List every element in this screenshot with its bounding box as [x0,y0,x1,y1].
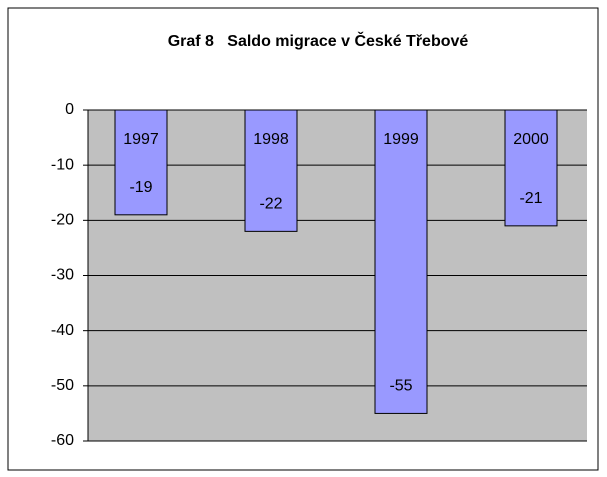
y-tick-label: -50 [51,377,74,394]
y-tick-label: -10 [51,156,74,173]
y-tick-label: -20 [51,212,74,229]
y-tick-label: -30 [51,267,74,284]
bar [374,109,428,414]
y-tick-label: -60 [51,432,74,449]
category-label: 1999 [383,131,419,148]
category-label: 2000 [513,131,549,148]
category-label: 1997 [123,131,159,148]
data-label: -19 [129,179,152,196]
category-label: 1998 [253,131,289,148]
data-label: -22 [259,196,282,213]
data-label: -55 [389,378,412,395]
bar [504,109,558,227]
bar [244,109,298,232]
y-tick-label: -40 [51,322,74,339]
bar [114,109,168,216]
y-tick-label: 0 [65,101,74,118]
data-label: -21 [519,190,542,207]
chart-title: Graf 8 Saldo migrace v České Třebové [168,31,469,50]
